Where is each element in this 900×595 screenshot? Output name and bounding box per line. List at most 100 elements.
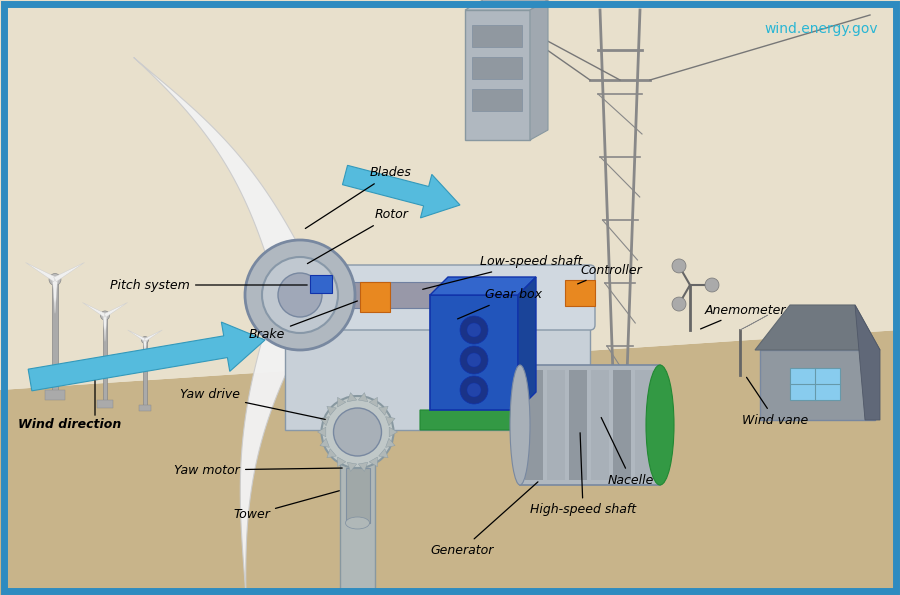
- Bar: [591, 370, 609, 480]
- Text: High-speed shaft: High-speed shaft: [530, 433, 636, 516]
- Polygon shape: [740, 315, 768, 330]
- Circle shape: [460, 376, 488, 404]
- Circle shape: [467, 383, 481, 397]
- Bar: [97, 400, 112, 408]
- Bar: [340, 420, 375, 595]
- Polygon shape: [755, 305, 880, 350]
- Bar: [565, 280, 595, 306]
- Circle shape: [278, 273, 322, 317]
- Circle shape: [467, 323, 481, 337]
- Bar: [547, 370, 565, 480]
- Polygon shape: [28, 322, 265, 391]
- Polygon shape: [52, 280, 58, 314]
- Polygon shape: [144, 330, 162, 342]
- Text: Generator: Generator: [430, 482, 538, 556]
- Bar: [525, 370, 543, 480]
- Circle shape: [101, 311, 110, 320]
- Polygon shape: [385, 416, 395, 425]
- Polygon shape: [855, 305, 880, 420]
- Text: Tower: Tower: [233, 491, 339, 521]
- Circle shape: [245, 240, 355, 350]
- Polygon shape: [338, 457, 346, 466]
- Circle shape: [262, 257, 338, 333]
- Polygon shape: [327, 406, 337, 415]
- Bar: [346, 468, 370, 523]
- FancyBboxPatch shape: [280, 265, 595, 330]
- Bar: [139, 405, 151, 411]
- Circle shape: [460, 316, 488, 344]
- Bar: [143, 340, 147, 405]
- Circle shape: [49, 274, 61, 286]
- Polygon shape: [379, 449, 388, 458]
- Polygon shape: [465, 0, 548, 10]
- Polygon shape: [338, 397, 346, 407]
- Polygon shape: [103, 315, 107, 342]
- Polygon shape: [347, 393, 356, 402]
- Bar: [340, 282, 460, 308]
- Text: wind.energy.gov: wind.energy.gov: [764, 22, 878, 36]
- Polygon shape: [518, 277, 536, 410]
- Bar: [760, 350, 875, 420]
- Polygon shape: [285, 320, 590, 430]
- Bar: [52, 280, 58, 390]
- Text: Low-speed shaft: Low-speed shaft: [423, 255, 582, 289]
- Polygon shape: [530, 0, 548, 140]
- Text: Brake: Brake: [248, 301, 357, 342]
- Text: Nacelle: Nacelle: [601, 418, 654, 487]
- Polygon shape: [128, 330, 146, 342]
- Ellipse shape: [646, 365, 674, 485]
- Polygon shape: [318, 427, 326, 437]
- Circle shape: [334, 408, 382, 456]
- Bar: [520, 417, 536, 433]
- Bar: [472, 89, 522, 111]
- Text: Anemometer: Anemometer: [700, 303, 787, 329]
- Polygon shape: [240, 291, 324, 595]
- Polygon shape: [420, 410, 640, 430]
- Bar: [613, 370, 631, 480]
- Bar: [520, 365, 660, 485]
- Polygon shape: [358, 462, 368, 471]
- Text: Blades: Blades: [305, 167, 412, 228]
- Polygon shape: [320, 416, 329, 425]
- Ellipse shape: [340, 413, 375, 427]
- Polygon shape: [0, 330, 900, 595]
- Polygon shape: [369, 397, 377, 407]
- Text: Wind vane: Wind vane: [742, 377, 808, 427]
- Bar: [790, 368, 840, 400]
- Text: Rotor: Rotor: [308, 208, 409, 264]
- Polygon shape: [54, 262, 85, 281]
- Polygon shape: [134, 58, 318, 308]
- Ellipse shape: [510, 365, 530, 485]
- Polygon shape: [358, 393, 368, 402]
- Bar: [569, 370, 587, 480]
- Polygon shape: [320, 439, 329, 447]
- Polygon shape: [104, 302, 128, 317]
- Polygon shape: [379, 406, 388, 415]
- Text: Pitch system: Pitch system: [110, 278, 307, 292]
- Circle shape: [672, 297, 686, 311]
- Text: Controller: Controller: [578, 264, 642, 284]
- Polygon shape: [143, 340, 147, 360]
- Bar: [472, 25, 522, 47]
- Bar: [103, 315, 107, 400]
- Bar: [45, 390, 65, 400]
- Circle shape: [705, 278, 719, 292]
- Bar: [310, 275, 332, 293]
- Bar: [430, 295, 518, 410]
- Polygon shape: [0, 0, 900, 390]
- Ellipse shape: [346, 517, 370, 529]
- Text: Yaw drive: Yaw drive: [180, 389, 325, 419]
- Bar: [360, 282, 390, 312]
- Polygon shape: [297, 276, 379, 331]
- Bar: [635, 370, 653, 480]
- Polygon shape: [25, 262, 57, 281]
- Polygon shape: [430, 277, 536, 295]
- Polygon shape: [285, 280, 590, 320]
- Circle shape: [460, 346, 488, 374]
- Polygon shape: [385, 439, 395, 447]
- Circle shape: [672, 259, 686, 273]
- Circle shape: [321, 396, 393, 468]
- Polygon shape: [327, 449, 337, 458]
- Text: Wind direction: Wind direction: [18, 418, 122, 431]
- Polygon shape: [369, 457, 377, 466]
